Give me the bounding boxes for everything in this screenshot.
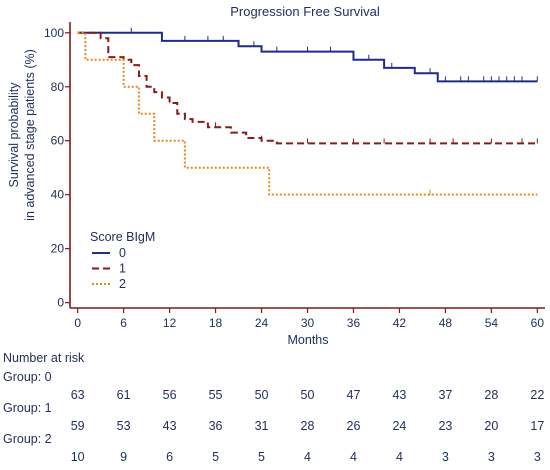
risk-value: 4: [350, 450, 357, 464]
risk-value: 36: [209, 419, 223, 433]
risk-value: 28: [301, 419, 315, 433]
risk-value: 63: [71, 388, 85, 402]
x-tick-label: 42: [393, 316, 407, 330]
risk-value: 4: [396, 450, 403, 464]
risk-value: 56: [163, 388, 177, 402]
risk-value: 23: [438, 419, 452, 433]
risk-value: 9: [120, 450, 127, 464]
risk-value: 20: [484, 419, 498, 433]
risk-value: 17: [530, 419, 544, 433]
x-tick-label: 30: [301, 316, 315, 330]
legend-label-0: 0: [119, 246, 126, 260]
legend-label-1: 1: [119, 262, 126, 276]
risk-value: 3: [534, 450, 541, 464]
legend: Score BIgM 0 12: [90, 230, 155, 291]
legend-title: Score BIgM: [90, 230, 155, 244]
legend-label-2: 2: [119, 277, 126, 291]
risk-group-label: Group: 0: [3, 370, 52, 384]
y-tick-label: 60: [51, 134, 65, 148]
risk-value: 53: [117, 419, 131, 433]
risk-value: 61: [117, 388, 131, 402]
x-tick-label: 36: [347, 316, 361, 330]
x-tick-label: 54: [485, 316, 499, 330]
risk-value: 50: [301, 388, 315, 402]
series-line-2: [77, 31, 538, 196]
risk-value: 43: [163, 419, 177, 433]
risk-value: 3: [442, 450, 449, 464]
risk-value: 59: [71, 419, 85, 433]
x-tick-label: 60: [531, 316, 545, 330]
y-tick-label: 80: [51, 80, 65, 94]
x-tick-label: 18: [209, 316, 223, 330]
y-tick-label: 40: [51, 188, 65, 202]
risk-value: 3: [488, 450, 495, 464]
y-tick-label: 20: [51, 242, 65, 256]
risk-value: 47: [347, 388, 361, 402]
y-tick-label: 100: [44, 26, 64, 40]
series-line-0: [77, 31, 538, 83]
risk-value: 6: [166, 450, 173, 464]
y-tick-label: 0: [57, 296, 64, 310]
risk-value: 26: [347, 419, 361, 433]
x-tick-label: 6: [120, 316, 127, 330]
risk-group-label: Group: 1: [3, 401, 52, 415]
risk-table-title: Number at risk: [3, 351, 85, 365]
y-axis-label-line-2: in advanced stage patients (%): [23, 49, 37, 221]
x-tick-label: 12: [163, 316, 177, 330]
x-tick-label: 24: [255, 316, 269, 330]
risk-value: 50: [255, 388, 269, 402]
risk-value: 5: [212, 450, 219, 464]
risk-value: 55: [209, 388, 223, 402]
risk-value: 24: [392, 419, 406, 433]
risk-value: 22: [530, 388, 544, 402]
risk-value: 5: [258, 450, 265, 464]
risk-value: 31: [255, 419, 269, 433]
risk-value: 10: [71, 450, 85, 464]
risk-value: 37: [438, 388, 452, 402]
x-tick-label: 48: [439, 316, 453, 330]
risk-value: 4: [304, 450, 311, 464]
risk-value: 43: [392, 388, 406, 402]
y-axis-label-line-1: Survival probability: [7, 82, 21, 188]
chart-title: Progression Free Survival: [230, 4, 380, 19]
x-axis-label: Months: [288, 333, 329, 347]
risk-value: 28: [484, 388, 498, 402]
x-tick-label: 0: [74, 316, 81, 330]
risk-group-label: Group: 2: [3, 432, 52, 446]
